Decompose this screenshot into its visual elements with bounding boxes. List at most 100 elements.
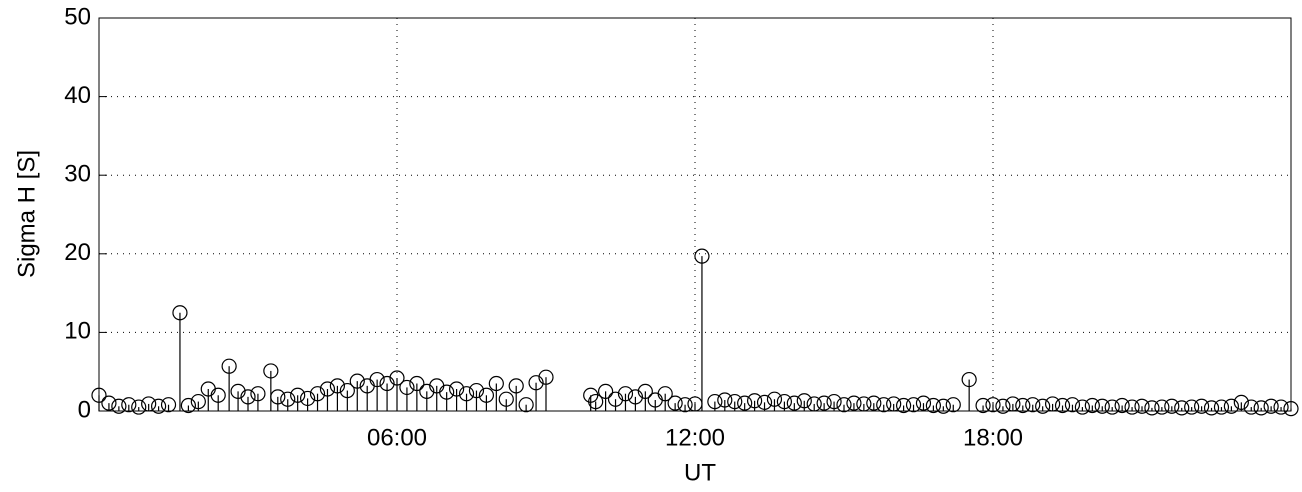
y-tick-label: 0 [78,396,91,423]
marker [961,371,977,388]
marker [588,393,604,410]
marker [399,379,415,396]
marker [1223,398,1240,414]
marker [637,383,653,399]
y-tick-label: 40 [64,82,91,109]
marker [694,248,710,264]
marker [1035,398,1051,414]
marker [1005,396,1021,412]
marker [221,358,237,374]
marker [449,381,465,397]
marker [508,378,524,394]
marker [1114,397,1130,414]
marker [1263,398,1279,414]
marker [1134,398,1150,414]
marker [717,392,733,408]
marker [1064,397,1081,413]
marker [1164,398,1180,414]
marker [667,395,683,411]
marker [1203,400,1220,416]
marker [657,386,673,402]
marker [111,398,127,414]
marker [300,390,316,407]
marker [1273,399,1289,415]
marker [925,397,942,414]
marker [707,393,723,410]
marker [737,395,753,411]
marker [339,382,355,399]
marker [1283,401,1299,417]
marker [419,383,435,399]
marker [1124,399,1140,415]
marker [1054,397,1071,414]
marker [905,397,922,413]
marker [776,393,793,410]
marker [180,397,196,414]
marker [1015,397,1031,414]
marker [1025,397,1041,413]
marker [230,383,246,399]
marker [349,373,365,389]
marker [468,382,485,399]
marker [756,394,773,410]
marker [538,369,554,385]
marker [151,398,167,414]
y-axis-label: Sigma H [S] [13,150,40,278]
marker [280,391,296,407]
x-tick-label: 12:00 [665,424,725,451]
marker [518,397,534,413]
marker [846,395,862,411]
marker [607,391,624,407]
marker [1084,397,1100,414]
marker [826,393,842,410]
marker [263,363,279,379]
marker [836,397,852,413]
marker [876,397,892,413]
marker [290,387,306,403]
marker [319,381,336,397]
y-tick-label: 50 [64,3,91,30]
x-tick-label: 18:00 [963,424,1023,451]
marker [1233,394,1249,410]
marker [131,399,147,415]
marker [270,389,286,405]
marker [796,393,812,409]
marker [1243,399,1259,415]
marker [379,375,395,392]
marker [766,391,783,407]
marker [240,389,256,405]
marker [121,397,137,413]
marker [1174,400,1190,416]
marker [488,375,504,392]
marker [1193,398,1210,414]
marker [91,387,107,403]
marker [975,397,991,414]
marker [786,395,802,411]
marker [190,393,206,410]
marker [1044,396,1061,412]
marker [1213,399,1230,415]
marker [935,398,951,414]
marker [945,397,961,413]
y-tick-label: 20 [64,239,91,266]
marker [617,386,634,402]
marker [985,397,1001,413]
marker [995,398,1011,414]
marker [409,375,425,392]
marker [498,391,514,407]
marker [389,370,405,386]
marker [597,383,614,399]
x-axis-label: UT [684,459,716,486]
marker [866,395,882,411]
marker [856,396,872,412]
marker [458,386,475,402]
y-tick-label: 10 [64,318,91,345]
marker [309,386,326,402]
marker [886,396,902,412]
x-tick-label: 06:00 [367,424,427,451]
marker [1074,399,1091,415]
marker [369,371,385,388]
marker [1144,400,1160,416]
marker [1104,399,1120,415]
